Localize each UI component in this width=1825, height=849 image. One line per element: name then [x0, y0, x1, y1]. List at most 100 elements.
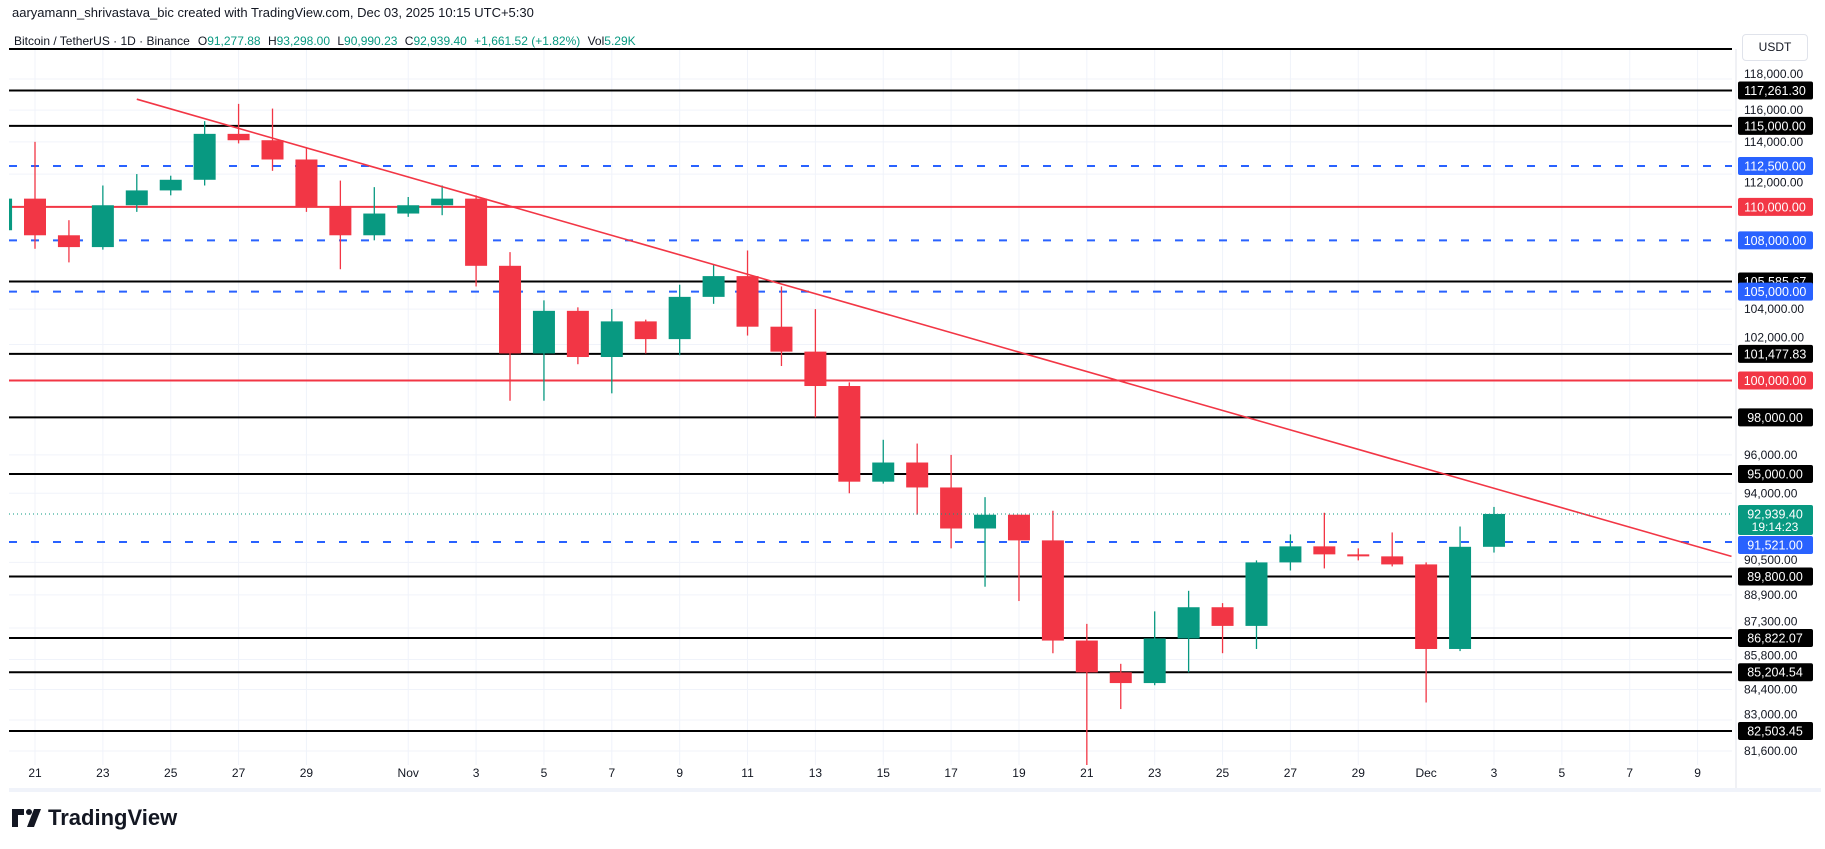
candle-down — [1109, 672, 1132, 684]
level-price-label: 115,000.00 — [1744, 119, 1806, 133]
y-tick-label: 96,000.00 — [1744, 448, 1798, 462]
candle-up — [363, 213, 386, 236]
level-price-badge — [1738, 156, 1813, 175]
price-axis[interactable]: 118,000.00 116,000.00 114,000.00 112,000.00… — [1744, 67, 1804, 758]
candle-down — [838, 386, 861, 482]
candle-down — [1211, 607, 1234, 626]
tradingview-logo-icon — [12, 809, 41, 827]
volume-label: Vol — [587, 34, 605, 48]
level-price-label: 86,822.07 — [1747, 631, 1803, 645]
level-price-badge — [1738, 408, 1813, 427]
level-price-badge — [1738, 81, 1813, 100]
y-tick-label: 118,000.00 — [1744, 67, 1803, 81]
candle-down — [261, 140, 284, 160]
candle-up — [91, 205, 114, 248]
level-price-label: 82,503.45 — [1747, 724, 1803, 738]
x-tick-label: 3 — [473, 766, 480, 780]
candle-up — [668, 296, 691, 340]
open-label: O — [197, 34, 208, 48]
x-tick-label: 25 — [1216, 766, 1230, 780]
candle-down — [804, 351, 827, 387]
candle-down — [499, 265, 522, 354]
level-price-badge — [1738, 371, 1813, 390]
y-tick-label: 90,500.00 — [1744, 553, 1798, 567]
symbol-title[interactable]: Bitcoin / TetherUS · 1D · Binance — [14, 34, 190, 48]
candle-down — [57, 235, 80, 248]
x-tick-label: 11 — [741, 766, 754, 780]
y-tick-label: 81,600.00 — [1744, 744, 1798, 758]
candle-down — [1347, 554, 1370, 557]
high-value: 93,298.00 — [276, 34, 330, 48]
candle-up — [397, 205, 420, 214]
chart-credit: aaryamann_shrivastava_bic created with T… — [12, 5, 534, 20]
candle-up — [193, 133, 216, 180]
horizontal-levels — [9, 89, 1732, 732]
candle-down — [1415, 564, 1438, 649]
candle-down — [1075, 640, 1098, 673]
level-price-label: 85,204.54 — [1747, 666, 1803, 680]
candle-up — [1482, 513, 1505, 547]
candle-down — [634, 321, 657, 340]
x-tick-label: 19 — [1012, 766, 1026, 780]
candle-down — [736, 276, 759, 327]
candle-down — [940, 487, 963, 529]
y-tick-label: 116,000.00 — [1744, 103, 1803, 117]
y-tick-label: 83,000.00 — [1744, 707, 1798, 721]
tradingview-logo[interactable]: TradingView — [12, 805, 177, 831]
candle-down — [566, 310, 589, 358]
y-tick-label: 104,000.00 — [1744, 302, 1804, 316]
candle-down — [227, 133, 250, 141]
level-price-badge — [1738, 231, 1813, 250]
level-price-label: 101,477.83 — [1744, 347, 1807, 361]
x-tick-label: 7 — [608, 766, 615, 780]
time-axis[interactable]: 21 23 25 27 29 Nov 3 5 7 9 11 13 15 17 19 21 23 25 27 29 Dec… — [28, 766, 1701, 780]
candle-up — [702, 276, 725, 297]
volume-value: 5.29K — [604, 34, 636, 48]
y-tick-label: 114,000.00 — [1744, 135, 1803, 149]
level-price-badge — [1738, 535, 1813, 554]
x-tick-label: 29 — [300, 766, 314, 780]
level-price-badge — [1738, 464, 1813, 483]
candle-down — [24, 198, 46, 236]
level-price-label: 91,521.00 — [1747, 538, 1803, 552]
level-price-badge — [1738, 567, 1813, 586]
bar-countdown: 19:14:23 — [1752, 520, 1799, 534]
candle-up — [125, 190, 148, 206]
candle-up — [1177, 607, 1200, 639]
candle-up — [872, 462, 895, 482]
level-price-label: 98,000.00 — [1747, 411, 1803, 425]
candle-down — [465, 198, 488, 266]
candle-up — [431, 198, 454, 206]
y-tick-label: 112,000.00 — [1744, 175, 1803, 189]
x-tick-label: 29 — [1352, 766, 1366, 780]
grid — [9, 48, 1737, 788]
x-tick-label: 23 — [1148, 766, 1162, 780]
candle-up — [1279, 546, 1302, 563]
candles — [9, 103, 1505, 765]
y-tick-label: 88,900.00 — [1744, 588, 1798, 602]
open-value: 91,277.88 — [207, 34, 261, 48]
candle-down — [295, 159, 318, 207]
x-tick-label: 5 — [1559, 766, 1566, 780]
y-tick-label: 87,300.00 — [1744, 614, 1798, 628]
trendline — [136, 98, 1732, 558]
x-tick-label: 21 — [1080, 766, 1094, 780]
x-tick-label: 27 — [232, 766, 246, 780]
candle-down — [906, 462, 929, 488]
x-tick-label: 9 — [1694, 766, 1701, 780]
x-tick-label: 5 — [541, 766, 548, 780]
candle-up — [9, 198, 13, 231]
level-price-badge — [1738, 282, 1813, 301]
x-tick-label: 21 — [28, 766, 42, 780]
currency-button[interactable]: USDT — [1742, 34, 1808, 61]
level-price-label: 89,800.00 — [1747, 570, 1803, 584]
x-tick-label: 15 — [877, 766, 891, 780]
trendline-group — [9, 98, 1732, 558]
candle-up — [1449, 546, 1472, 649]
x-tick-label: Nov — [398, 766, 419, 780]
level-price-badge — [1738, 663, 1813, 682]
y-tick-label: 94,000.00 — [1744, 486, 1798, 500]
high-label: H — [267, 34, 277, 48]
candle-down — [1041, 540, 1064, 641]
